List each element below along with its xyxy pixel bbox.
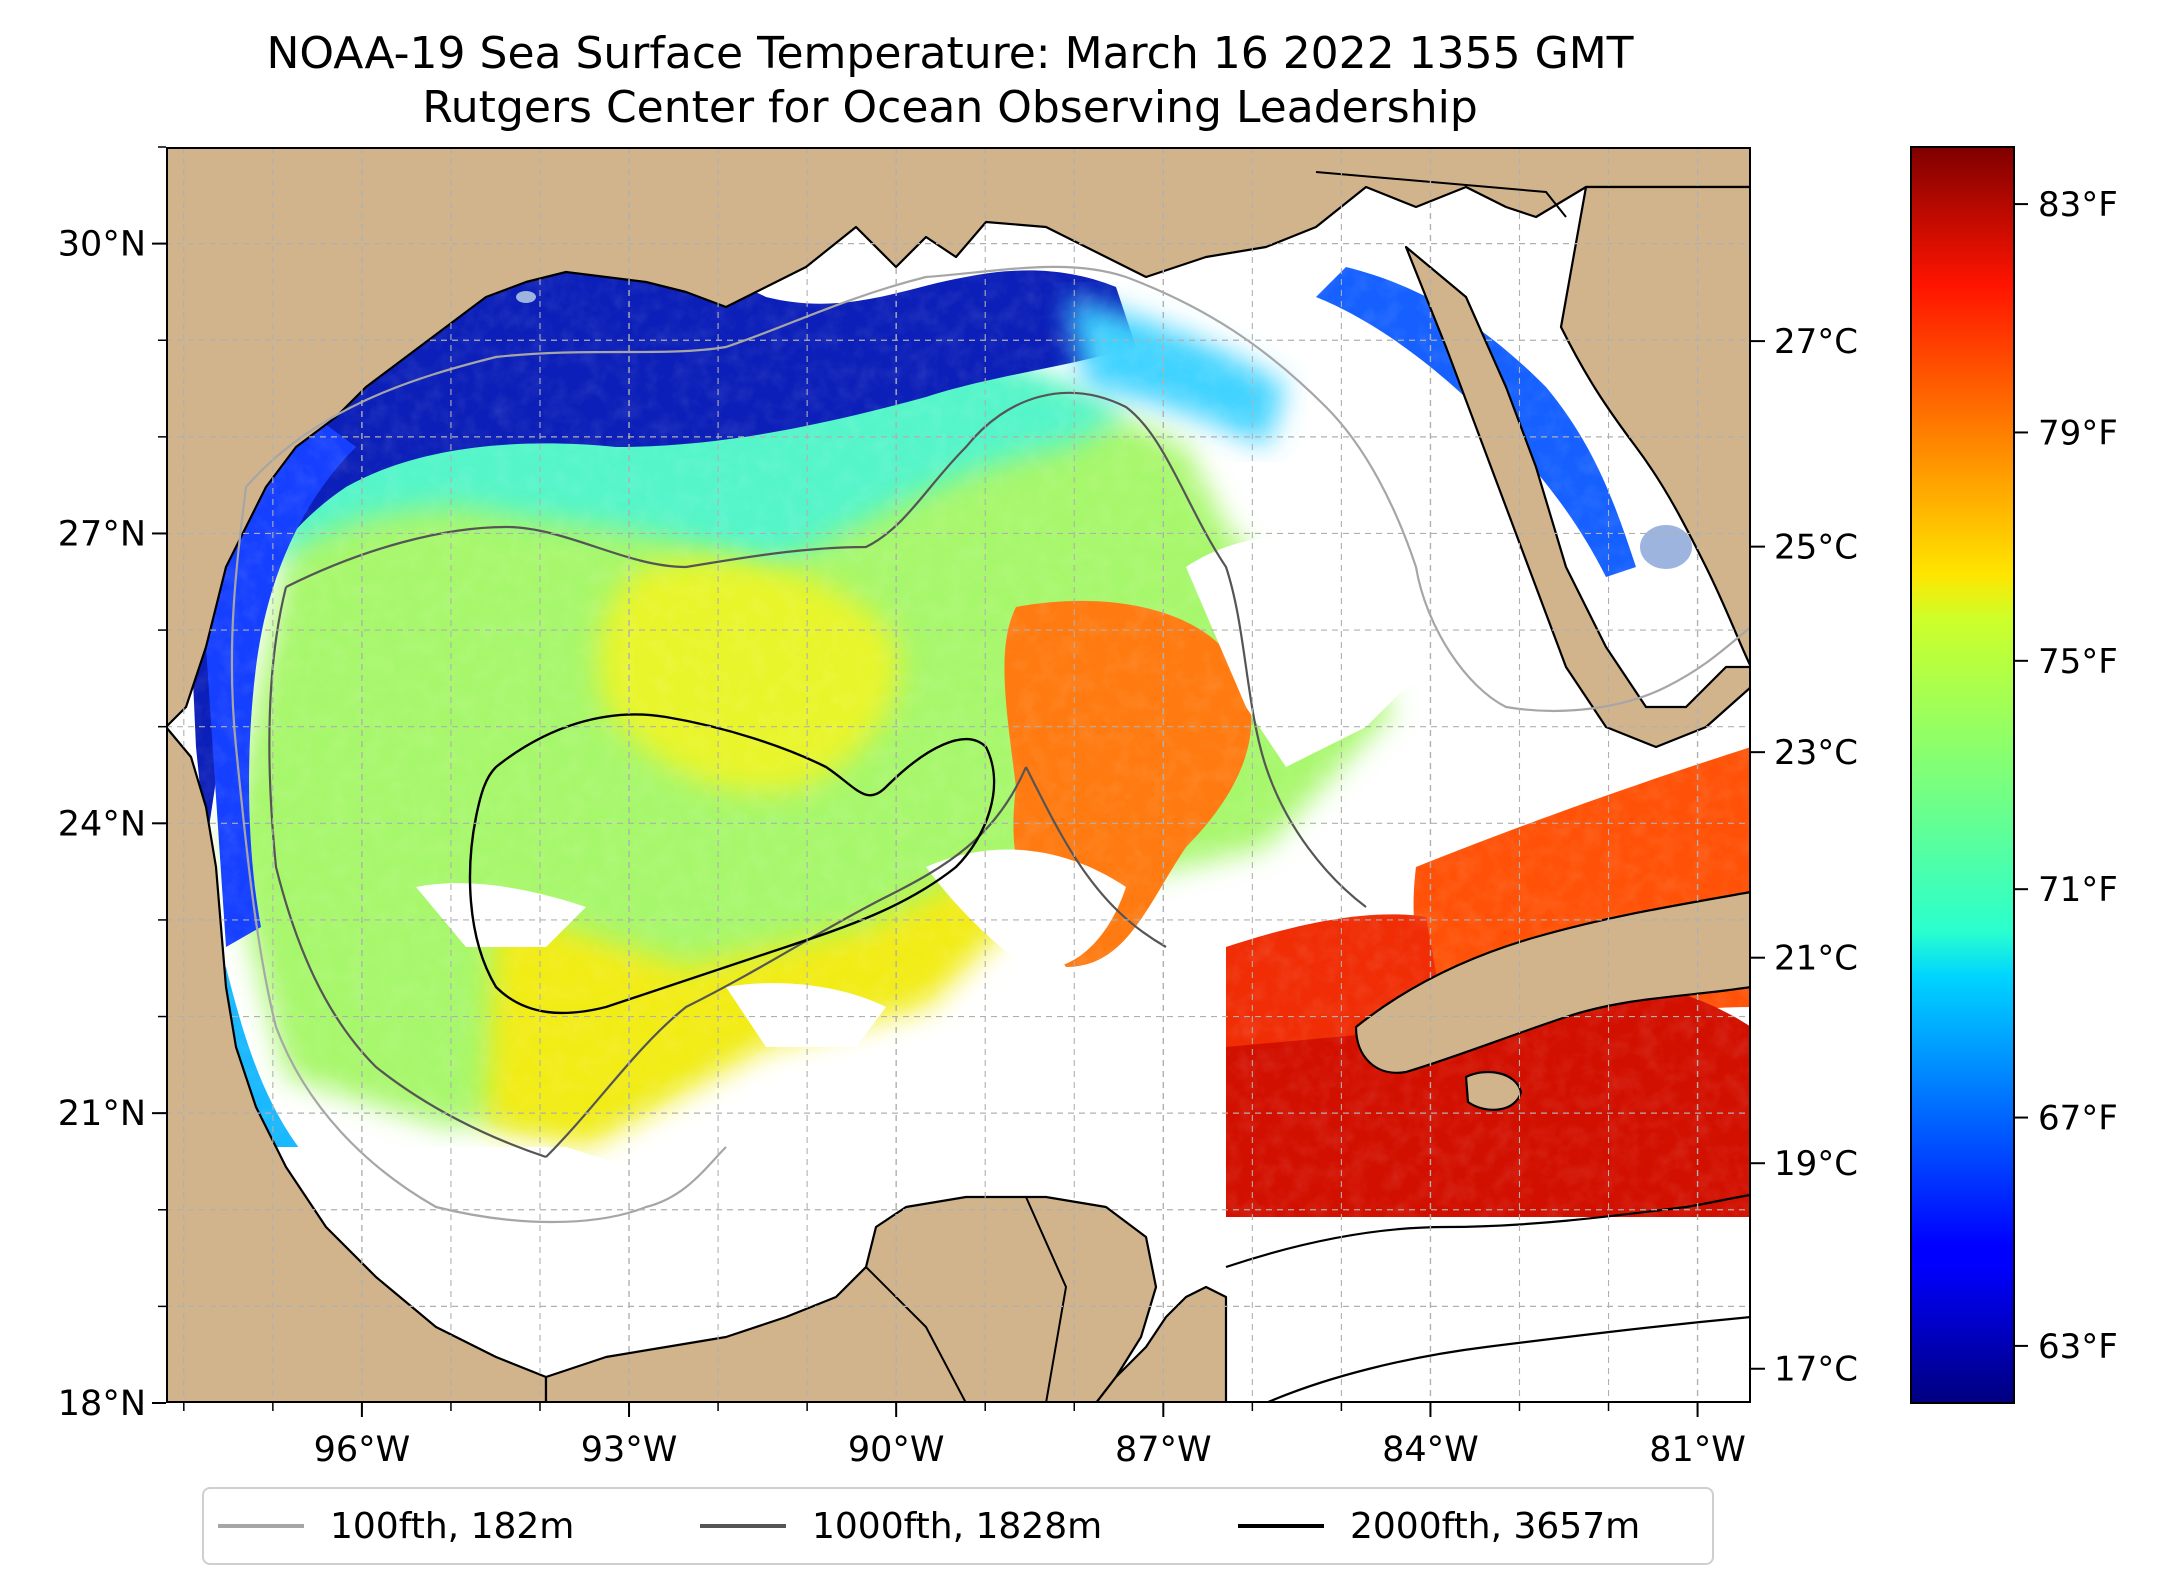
contour-2000fth xyxy=(468,713,996,1015)
legend-entry-1000fth: 1000fth, 1828m xyxy=(700,1489,1102,1563)
x-tick-label: 96°W xyxy=(314,1430,411,1470)
legend-label-100fth: 100fth, 182m xyxy=(330,1505,575,1547)
colorbar-f-label: 75°F xyxy=(2038,642,2118,682)
x-tick-label: 87°W xyxy=(1115,1430,1212,1470)
y-tick-label: 18°N xyxy=(58,1384,146,1424)
y-tick-label: 21°N xyxy=(58,1094,146,1134)
colorbar-c-label: 17°C xyxy=(1774,1350,1858,1390)
x-tick-label: 84°W xyxy=(1382,1430,1479,1470)
colorbar: 63°F 67°F 71°F 75°F 79°F 83°F 17°C 19°C 21°C 23°C… xyxy=(1751,146,2118,1404)
colorbar-panel: 63°F 67°F 71°F 75°F 79°F 83°F 17°C 19°C 21°C 23°C… xyxy=(1740,120,2160,1440)
colorbar-ticks: 63°F 67°F 71°F 75°F 79°F 83°F 17°C 19°C 21°C 23°C… xyxy=(1751,185,2118,1390)
colorbar-f-label: 71°F xyxy=(2038,870,2118,910)
colorbar-f-label: 79°F xyxy=(2038,413,2118,453)
contour-2000fth-caribbean xyxy=(1225,1193,1751,1403)
bathymetry-contours xyxy=(230,265,1751,1403)
y-tick-label: 30°N xyxy=(58,225,146,265)
land-yucatan xyxy=(544,1195,1158,1403)
colorbar-gradient xyxy=(1910,146,2015,1404)
x-tick-label: 93°W xyxy=(581,1430,678,1470)
land-masses xyxy=(166,147,1751,1403)
chart-subtitle: Rutgers Center for Ocean Observing Leade… xyxy=(422,82,1478,133)
mexico-internal-border xyxy=(865,1196,1068,1403)
y-tick-label: 27°N xyxy=(58,514,146,554)
colorbar-c-label: 25°C xyxy=(1774,528,1858,568)
legend-swatch-1000fth xyxy=(700,1524,786,1528)
contour-100fth xyxy=(230,265,1751,1224)
legend-label-2000fth: 2000fth, 3657m xyxy=(1350,1505,1641,1547)
legend-label-1000fth: 1000fth, 1828m xyxy=(812,1505,1103,1547)
sst-map-panel xyxy=(166,147,1751,1403)
colorbar-c-label: 19°C xyxy=(1774,1144,1858,1184)
sst-map xyxy=(166,147,1751,1403)
colorbar-c-label: 21°C xyxy=(1774,939,1858,979)
colorbar-f-label: 83°F xyxy=(2038,185,2118,225)
land-cuba xyxy=(1354,890,1751,1074)
y-tick-label: 24°N xyxy=(58,804,146,844)
map-gridlines xyxy=(166,147,1751,1403)
land-isle-of-youth xyxy=(1464,1070,1523,1111)
land-central-america xyxy=(1094,1285,1228,1403)
x-tick-label: 90°W xyxy=(848,1430,945,1470)
bathymetry-legend: 100fth, 182m 1000fth, 1828m 2000fth, 365… xyxy=(202,1487,1714,1565)
legend-swatch-100fth xyxy=(218,1524,304,1528)
legend-swatch-2000fth xyxy=(1238,1524,1324,1528)
colorbar-f-label: 63°F xyxy=(2038,1327,2118,1367)
legend-entry-100fth: 100fth, 182m xyxy=(218,1489,574,1563)
chart-title: NOAA-19 Sea Surface Temperature: March 1… xyxy=(266,28,1634,79)
colorbar-f-label: 67°F xyxy=(2038,1099,2118,1139)
map-frame xyxy=(166,147,1751,1403)
land-florida-keys-land xyxy=(1404,245,1751,749)
colorbar-c-label: 23°C xyxy=(1774,733,1858,773)
land-usa-north xyxy=(166,147,1751,729)
state-border xyxy=(1315,171,1567,218)
contour-1000fth xyxy=(268,391,1367,1159)
legend-entry-2000fth: 2000fth, 3657m xyxy=(1238,1489,1640,1563)
lake-small-texas xyxy=(516,291,536,303)
x-tick-label: 81°W xyxy=(1649,1430,1746,1470)
colorbar-c-label: 27°C xyxy=(1774,322,1858,362)
lake-okeechobee xyxy=(1640,525,1692,569)
